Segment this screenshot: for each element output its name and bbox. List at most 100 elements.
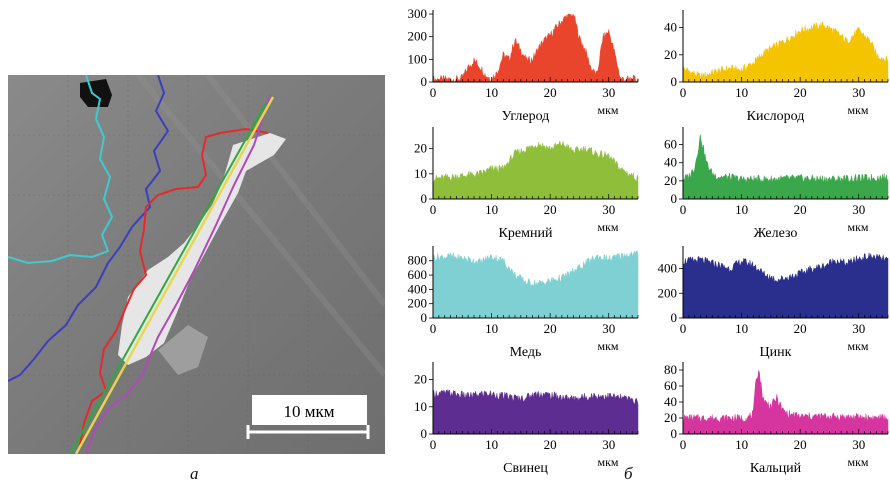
scale-bar xyxy=(246,425,370,439)
y-tick-label: 20 xyxy=(664,173,677,188)
x-tick-label: 0 xyxy=(430,437,437,452)
x-tick-label: 0 xyxy=(680,202,687,217)
element-label: Кислород xyxy=(747,109,805,124)
x-unit-label: мкм xyxy=(847,455,868,469)
x-tick-label: 10 xyxy=(485,437,498,452)
x-tick-label: 10 xyxy=(485,321,498,336)
x-tick-label: 0 xyxy=(430,321,437,336)
y-tick-label: 60 xyxy=(664,137,677,152)
x-tick-label: 10 xyxy=(485,202,498,217)
chart-1: 0 10 20 30 0 20 40 мкм Кислород xyxy=(664,10,889,124)
x-tick-label: 30 xyxy=(852,437,865,452)
y-tick-label: 0 xyxy=(421,426,428,441)
y-tick-label: 0 xyxy=(671,74,678,89)
element-label: Медь xyxy=(510,345,542,360)
y-tick-label: 60 xyxy=(664,378,677,393)
panel-label-b: б xyxy=(624,464,633,483)
profile-area xyxy=(682,370,889,435)
element-label: Цинк xyxy=(760,345,792,360)
red-trace xyxy=(79,127,269,446)
chart-6: 0 10 20 30 0 10 20 мкм Свинец xyxy=(414,362,639,476)
x-unit-label: мкм xyxy=(597,103,618,117)
y-tick-label: 10 xyxy=(414,166,427,181)
element-label: Кальций xyxy=(750,461,802,476)
y-tick-label: 40 xyxy=(664,155,677,170)
y-tick-label: 400 xyxy=(408,281,428,296)
x-tick-label: 20 xyxy=(794,85,807,100)
grey-halo xyxy=(158,325,208,375)
profile-area xyxy=(682,252,889,319)
x-unit-label: мкм xyxy=(847,220,868,234)
x-tick-label: 30 xyxy=(852,321,865,336)
x-unit-label: мкм xyxy=(597,339,618,353)
x-tick-label: 20 xyxy=(544,321,557,336)
y-tick-label: 0 xyxy=(421,310,428,325)
y-tick-label: 20 xyxy=(664,410,677,425)
x-tick-label: 30 xyxy=(602,85,615,100)
x-tick-label: 0 xyxy=(430,85,437,100)
x-tick-label: 10 xyxy=(735,202,748,217)
y-tick-label: 300 xyxy=(408,6,428,21)
y-tick-label: 200 xyxy=(658,285,678,300)
scale-bar-box xyxy=(252,395,367,425)
x-tick-label: 30 xyxy=(852,202,865,217)
x-tick-label: 10 xyxy=(485,85,498,100)
x-tick-label: 0 xyxy=(680,437,687,452)
y-tick-label: 40 xyxy=(664,20,677,35)
profile-area xyxy=(682,134,889,200)
dark-inclusion xyxy=(80,79,112,107)
x-tick-label: 20 xyxy=(794,437,807,452)
x-unit-label: мкм xyxy=(597,220,618,234)
chart-2: 0 10 20 30 0 10 20 мкм Кремний xyxy=(414,127,639,241)
x-unit-label: мкм xyxy=(847,339,868,353)
y-tick-label: 20 xyxy=(414,141,427,156)
x-tick-label: 30 xyxy=(602,437,615,452)
green-trace xyxy=(69,102,267,454)
chart-5: 0 10 20 30 0 200 400 мкм Цинк xyxy=(658,246,889,360)
sem-micrograph: 10 мкм xyxy=(8,75,385,454)
panel-label-a: а xyxy=(190,464,199,483)
element-label: Кремний xyxy=(499,226,553,241)
y-tick-label: 0 xyxy=(671,191,678,206)
y-tick-label: 20 xyxy=(664,47,677,62)
x-tick-label: 10 xyxy=(735,85,748,100)
micrograph-grid xyxy=(8,75,385,454)
element-label: Углерод xyxy=(502,109,550,124)
x-unit-label: мкм xyxy=(597,455,618,469)
y-tick-label: 20 xyxy=(414,372,427,387)
profile-area xyxy=(432,13,639,83)
purple-trace xyxy=(85,94,271,454)
y-tick-label: 200 xyxy=(408,29,428,44)
scale-bar-label: 10 мкм xyxy=(283,402,334,421)
y-tick-label: 100 xyxy=(408,51,428,66)
element-label: Свинец xyxy=(503,461,548,476)
x-tick-label: 30 xyxy=(602,321,615,336)
x-tick-label: 20 xyxy=(544,437,557,452)
y-tick-label: 800 xyxy=(408,253,428,268)
micrograph-streaks xyxy=(135,75,385,377)
y-tick-label: 10 xyxy=(414,399,427,414)
profile-area xyxy=(432,249,639,319)
x-tick-label: 20 xyxy=(794,321,807,336)
profile-area xyxy=(432,140,639,200)
x-tick-label: 10 xyxy=(735,437,748,452)
cyan-trace xyxy=(8,75,114,265)
x-unit-label: мкм xyxy=(847,103,868,117)
scan-line xyxy=(74,96,275,454)
blue-trace xyxy=(8,75,170,382)
element-label: Железо xyxy=(754,226,798,241)
y-tick-label: 80 xyxy=(664,362,677,377)
x-tick-label: 0 xyxy=(430,202,437,217)
x-tick-label: 30 xyxy=(852,85,865,100)
x-tick-label: 30 xyxy=(602,202,615,217)
y-tick-label: 400 xyxy=(658,261,678,276)
y-tick-label: 0 xyxy=(671,310,678,325)
y-tick-label: 0 xyxy=(421,191,428,206)
bright-particle xyxy=(118,133,286,365)
x-tick-label: 0 xyxy=(680,85,687,100)
y-tick-label: 0 xyxy=(671,426,678,441)
